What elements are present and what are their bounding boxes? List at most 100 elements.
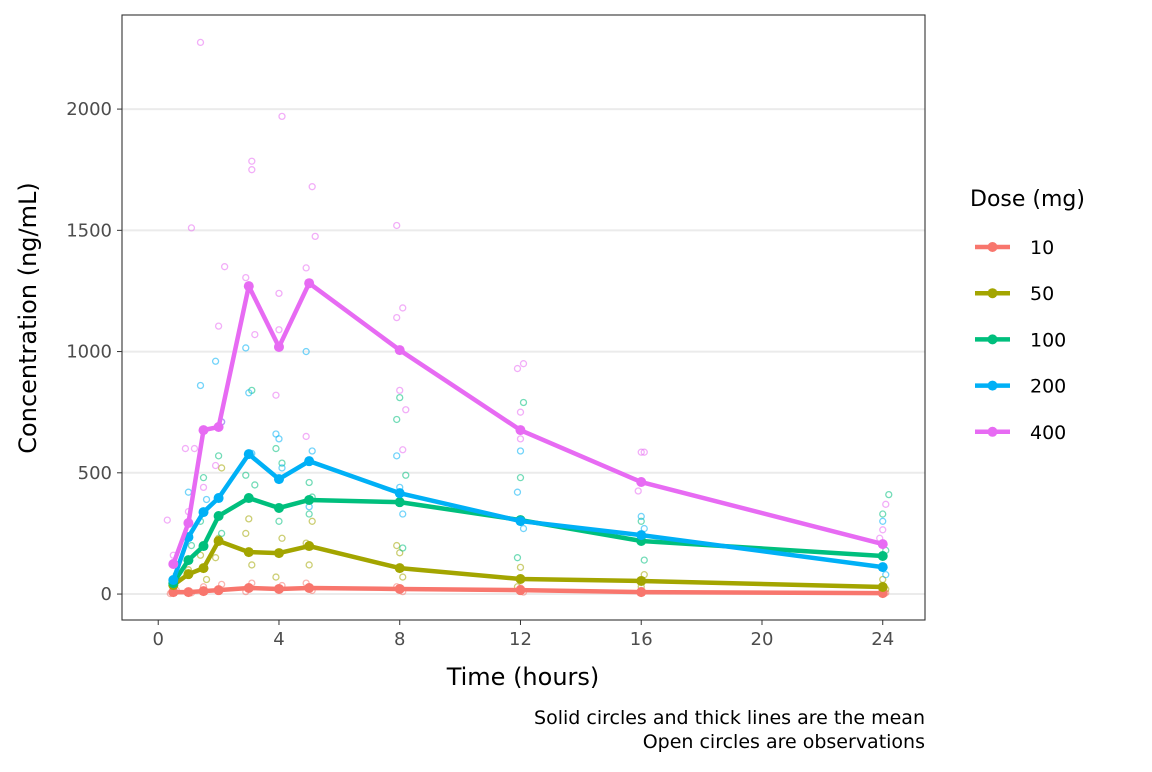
observation-point-200: [637, 512, 645, 521]
mean-point-100: [198, 541, 209, 552]
observation-point-100: [399, 544, 407, 552]
observation-point-100: [199, 474, 208, 482]
observation-point-50: [248, 561, 256, 569]
observation-point-400: [882, 500, 890, 508]
observation-point-100: [402, 471, 410, 479]
mean-point-200: [213, 493, 224, 504]
mean-point-10: [168, 587, 179, 598]
mean-point-400: [394, 345, 405, 356]
observation-point-100: [519, 398, 528, 407]
mean-point-50: [394, 563, 405, 574]
observation-point-100: [879, 510, 887, 518]
x-tick-label: 24: [871, 629, 894, 650]
observation-point-400: [211, 461, 220, 470]
mean-point-400: [273, 341, 284, 352]
observation-point-400: [879, 526, 887, 534]
axes: 0 500 1000 1500 2000 0 4 8 12 16 20 24: [66, 99, 894, 650]
mean-point-10: [515, 585, 526, 596]
legend-key-point-400: [987, 426, 998, 437]
observation-point-400: [396, 386, 404, 395]
x-tick-label: 4: [273, 629, 284, 650]
observation-point-100: [217, 529, 226, 538]
observation-point-50: [393, 541, 401, 550]
observation-point-400: [302, 432, 310, 441]
y-tick-label: 1000: [66, 342, 112, 363]
legend-key-point-200: [987, 380, 998, 391]
observation-point-50: [305, 561, 313, 569]
observation-point-400: [196, 38, 205, 47]
y-tick-label: 500: [78, 463, 112, 484]
y-axis-label: Concentration (ng/mL): [14, 182, 42, 453]
observation-point-200: [275, 435, 283, 443]
observation-point-400: [513, 364, 522, 373]
x-tick-label: 20: [751, 629, 774, 650]
observation-point-50: [399, 573, 407, 581]
observation-point-400: [199, 483, 208, 492]
observation-point-400: [248, 157, 256, 165]
observation-point-200: [879, 517, 887, 525]
mean-point-50: [243, 547, 254, 558]
observation-point-200: [278, 464, 286, 472]
observation-point-400: [399, 304, 407, 312]
mean-point-10: [198, 586, 209, 597]
caption-line-1: Solid circles and thick lines are the me…: [534, 707, 925, 729]
observation-point-100: [272, 444, 280, 453]
mean-point-10: [394, 583, 405, 594]
mean-point-10: [273, 583, 284, 594]
x-tick-label: 16: [630, 629, 653, 650]
observation-point-50: [196, 551, 205, 559]
y-tick-label: 0: [101, 584, 112, 605]
observation-point-100: [214, 452, 223, 460]
observation-point-200: [513, 488, 522, 496]
mean-point-200: [168, 574, 179, 585]
mean-point-200: [198, 507, 209, 518]
observation-point-400: [275, 289, 283, 298]
observation-point-400: [519, 360, 528, 368]
observation-point-200: [302, 347, 310, 356]
mean-point-200: [394, 488, 405, 499]
observation-point-100: [516, 474, 525, 482]
observation-point-400: [272, 391, 280, 399]
legend-label-10: 10: [1030, 237, 1054, 259]
mean-point-50: [636, 575, 647, 586]
mean-point-10: [636, 587, 647, 598]
observation-point-400: [242, 273, 250, 282]
observation-point-400: [163, 516, 171, 524]
observation-point-400: [181, 444, 190, 453]
observation-point-200: [196, 381, 205, 390]
mean-point-100: [877, 550, 888, 561]
mean-point-400: [515, 425, 526, 436]
mean-point-100: [213, 510, 224, 521]
observation-point-400: [190, 444, 199, 453]
observation-point-400: [214, 322, 223, 330]
observation-point-400: [248, 166, 256, 174]
observation-point-400: [302, 264, 310, 272]
observation-point-50: [202, 575, 211, 584]
observation-point-400: [634, 487, 642, 495]
observation-point-100: [396, 393, 404, 402]
observation-point-100: [278, 459, 286, 467]
observation-point-400: [220, 263, 229, 271]
observation-point-400: [278, 112, 286, 121]
mean-point-10: [213, 585, 224, 596]
mean-point-200: [515, 516, 526, 527]
observation-point-50: [245, 515, 253, 523]
legend-key-point-10: [987, 242, 998, 252]
mean-point-50: [273, 548, 284, 559]
observation-point-100: [393, 415, 401, 424]
mean-point-200: [877, 562, 888, 573]
observation-point-50: [217, 464, 226, 472]
observation-point-400: [311, 232, 319, 241]
observation-point-100: [251, 481, 259, 489]
observation-point-200: [399, 510, 407, 518]
observation-point-50: [242, 529, 250, 538]
observation-point-100: [275, 517, 283, 525]
mean-point-10: [304, 582, 315, 593]
mean-point-100: [183, 555, 194, 566]
observation-point-50: [211, 554, 220, 562]
observation-point-50: [272, 573, 280, 581]
observation-point-200: [245, 389, 253, 397]
legend-label-200: 200: [1030, 376, 1066, 398]
observation-point-200: [308, 447, 316, 455]
mean-point-100: [273, 502, 284, 513]
